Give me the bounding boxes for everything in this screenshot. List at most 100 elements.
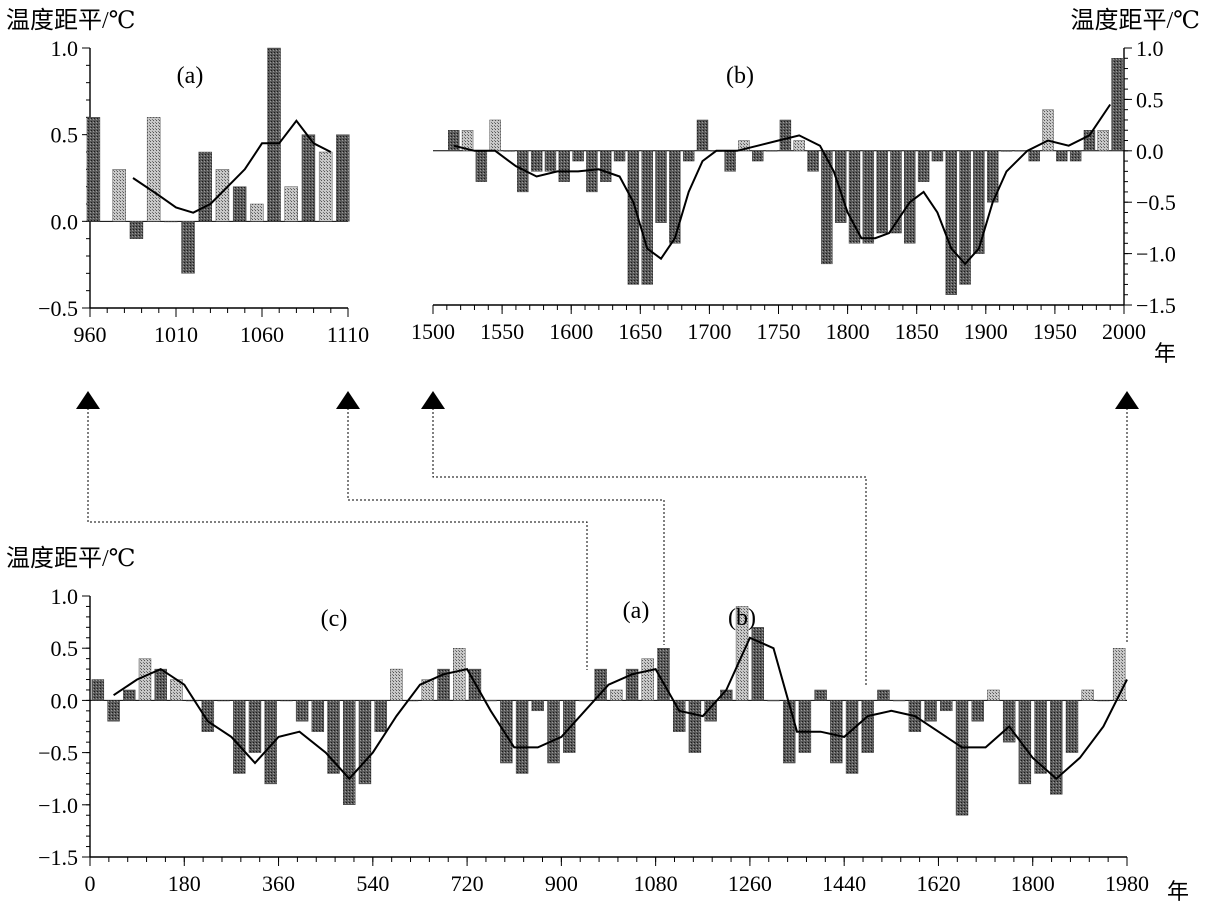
panel-b-ylabel: 温度距平/℃	[1070, 7, 1200, 34]
connector-label-a: (a)	[623, 598, 650, 624]
panel-a-label: (a)	[177, 63, 204, 89]
panel-b-xtick-label: 1700	[687, 319, 731, 344]
panel-b-bar	[834, 150, 847, 223]
panel-c-bar	[405, 700, 419, 702]
panel-b-bar	[752, 150, 764, 162]
panel-c-bar	[782, 700, 796, 764]
panel-b-ytick-label: 0.5	[1136, 87, 1164, 112]
panel-c-bar	[421, 679, 435, 701]
panel-b-bar	[1042, 109, 1054, 151]
panel-b-bar	[848, 150, 861, 244]
panel-c-xtick-label: 1080	[634, 871, 678, 896]
panel-b-bar	[489, 119, 501, 151]
panel-b-smooth-line	[453, 103, 1112, 266]
panel-c-bar	[138, 658, 152, 701]
panel-b-bar	[807, 150, 819, 172]
panel-a-bar	[215, 169, 230, 222]
panel-b-bar	[530, 150, 543, 172]
panel-a-smooth-line	[132, 119, 332, 214]
panel-c-bar	[704, 700, 717, 722]
panel-a-bar	[86, 117, 101, 222]
panel-a-xtick-label: 960	[74, 322, 107, 347]
panel-c-x-unit: 年	[1167, 879, 1189, 904]
panel-b-bar	[1000, 150, 1013, 152]
connector-a-end	[347, 408, 665, 645]
panel-c-xtick-label: 1620	[916, 871, 960, 896]
panel-c-bar	[531, 700, 544, 712]
panel-c-bar	[437, 668, 450, 701]
panel-b-chart: 温度距平/℃ (b) 年 1.0 0.5 0.0 −0.5 −1.0 −1.5 1500 15…	[411, 7, 1200, 366]
panel-b-bar	[655, 150, 667, 223]
panel-c-xtick-label: 1440	[822, 871, 866, 896]
panel-b-bar	[959, 150, 971, 285]
arrow-up-icon	[1115, 391, 1139, 409]
panel-c-bar	[971, 700, 984, 722]
panel-c-bar	[154, 668, 167, 701]
panel-c-bar	[594, 668, 607, 701]
panel-a-ylabel: 温度距平/℃	[6, 7, 136, 34]
panel-c-bar	[578, 700, 592, 702]
connector-a-start	[87, 408, 588, 670]
panel-b-bar	[572, 150, 584, 162]
panel-b-bar	[503, 150, 515, 152]
panel-c-bar	[751, 627, 764, 701]
panel-c-bar	[845, 700, 859, 774]
panel-b-bar	[600, 150, 612, 182]
panel-c-bar	[673, 700, 686, 732]
connector-b-start	[432, 408, 867, 686]
panel-b-bar	[779, 119, 792, 151]
panel-c-xtick-label: 0	[85, 871, 96, 896]
panel-a-ytick-label: 1.0	[51, 36, 79, 61]
panel-c-bar	[625, 668, 639, 701]
panel-c-bar	[1050, 700, 1063, 795]
panel-c-xtick-label: 360	[262, 871, 295, 896]
arrow-up-icon	[421, 391, 445, 409]
panel-b-bar	[1056, 150, 1068, 162]
panel-c-bar	[1018, 700, 1032, 785]
panel-c-bar	[641, 658, 654, 701]
panel-c-bar	[217, 700, 230, 702]
panel-c-bar	[798, 700, 812, 753]
panel-c-bar	[358, 700, 372, 785]
panel-c-label: (c)	[321, 606, 348, 632]
panel-a-ytick-label: −0.5	[38, 296, 78, 321]
panel-c-bar	[1097, 700, 1110, 702]
panel-c-bar	[547, 700, 560, 764]
panel-a-bar	[318, 151, 333, 222]
panel-c-smooth-line	[113, 636, 1128, 781]
panel-b-bar	[1111, 58, 1123, 151]
panel-a-bar	[181, 221, 195, 274]
panel-a-bar	[232, 186, 247, 222]
panel-b-xtick-label: 1750	[757, 319, 801, 344]
panel-b-bar	[544, 150, 557, 172]
panel-a-bar	[250, 203, 264, 222]
panel-b-bar	[1014, 150, 1027, 152]
panel-c-xtick-label: 1800	[1011, 871, 1055, 896]
panel-c-bar	[515, 700, 529, 774]
panel-c-bar	[343, 700, 356, 806]
panel-c-bar	[311, 700, 325, 732]
panel-a-xtick-label: 1110	[327, 322, 369, 347]
panel-c-bar	[453, 648, 466, 701]
panel-c-bar	[1112, 648, 1126, 701]
panel-a-xtick-label: 1010	[154, 322, 198, 347]
panel-c-bar	[830, 700, 843, 764]
panel-a-ytick-label: 0.5	[51, 123, 79, 148]
panel-a-bar	[198, 151, 212, 222]
panel-b-bar	[613, 150, 626, 162]
panel-c-bar	[107, 700, 120, 722]
panel-b-ytick-label: 1.0	[1136, 36, 1164, 61]
panel-b-xtick-label: 1800	[826, 319, 870, 344]
panel-a-bar	[301, 134, 316, 222]
panel-b-ytick-label: −1.5	[1136, 293, 1176, 318]
panel-b-ytick-label: −1.0	[1136, 242, 1176, 267]
panel-b-bar	[682, 150, 695, 162]
panel-b-xtick-label: 1650	[618, 319, 662, 344]
panel-b-ytick-label: −0.5	[1136, 190, 1176, 215]
panel-c-bar	[248, 700, 262, 753]
panel-b-xtick-label: 1600	[549, 319, 593, 344]
panel-b-bar	[973, 150, 985, 254]
panel-c-bar	[688, 700, 702, 753]
panel-c-bar	[955, 700, 969, 816]
